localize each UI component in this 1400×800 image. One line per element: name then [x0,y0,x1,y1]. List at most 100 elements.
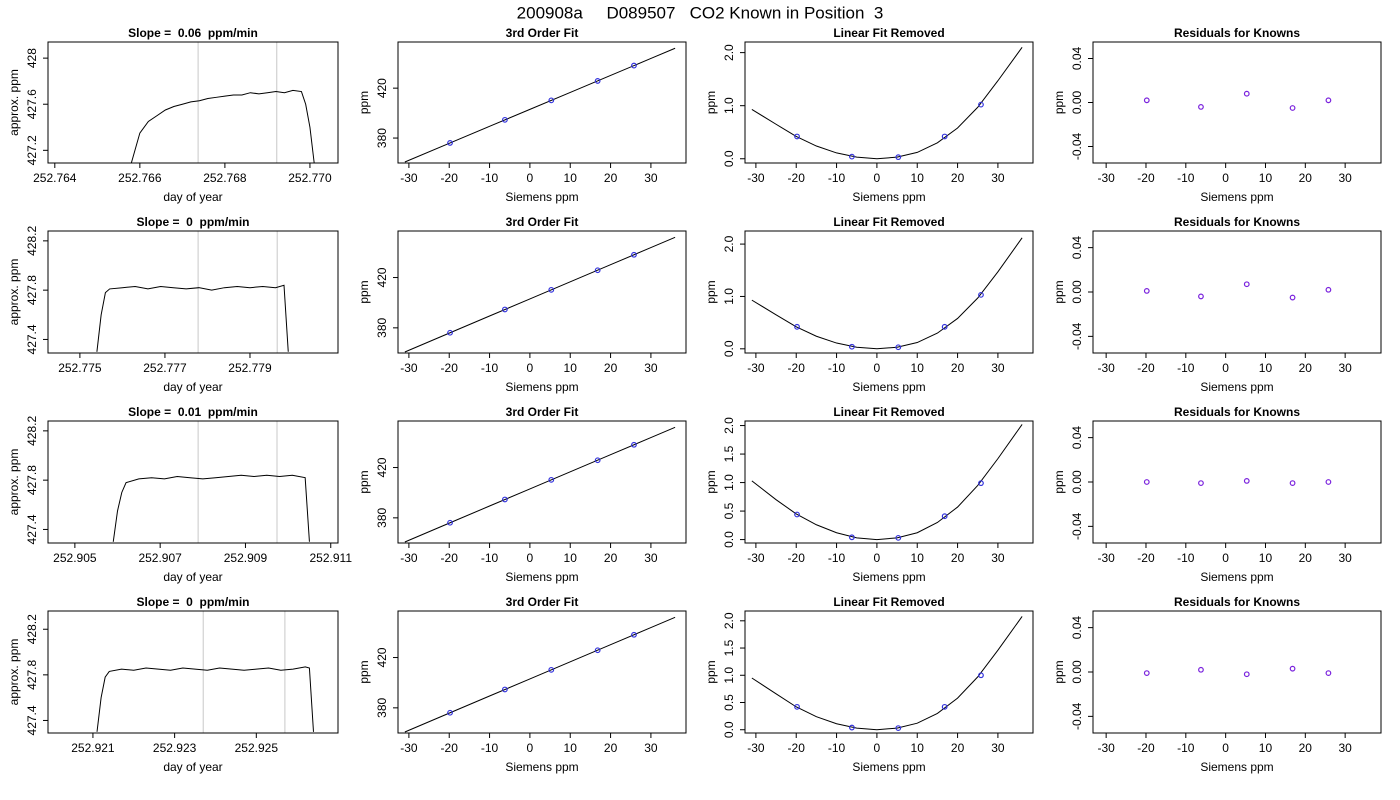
data-point [895,344,902,351]
x-tick-label: 30 [991,741,1005,755]
plot-frame [1092,610,1382,734]
y-tick-label: 380 [375,318,389,338]
panel-title: Residuals for Knowns [1174,595,1300,609]
x-tick-label: -10 [481,551,499,565]
x-tick-label: -20 [788,551,806,565]
y-tick-label: 380 [375,128,389,148]
panel: Slope = 0 ppm/min day of year approx. ppm 2… [7,215,339,394]
panel: Slope = 0.06 ppm/min day of year approx. p… [7,26,339,204]
y-tick-label: 0.04 [1070,426,1084,450]
panel-title: Linear Fit Removed [833,595,944,609]
x-tick-label: -30 [400,361,418,375]
data-point [1289,480,1296,487]
panel: Residuals for Knowns Siemens ppm ppm -30 -20… [1052,595,1382,774]
x-tick-label: 0 [874,741,881,755]
x-tick-label: 10 [911,171,925,185]
y-axis-label: ppm [704,280,718,303]
data-point [978,672,984,679]
data-point [895,725,902,731]
data-point [1325,286,1332,293]
data-point [594,78,601,84]
plot-frame [397,41,687,164]
x-tick-label: 252.777 [143,361,187,375]
y-tick-label: 428.2 [25,226,39,256]
y-tick-label: 0.5 [722,694,736,711]
y-tick-label: 428.2 [25,416,39,446]
panel-title: Slope = 0 ppm/min [136,215,249,229]
data-point [447,519,453,526]
x-tick-label: 10 [1259,551,1273,565]
x-tick-label: 10 [911,551,925,565]
panel: Residuals for Knowns Siemens ppm ppm -30 -20… [1052,405,1382,584]
x-tick-label: -20 [788,741,806,755]
panel-title: 3rd Order Fit [506,215,579,229]
y-tick-label: 1.0 [722,288,736,305]
y-tick-label: 2.0 [722,235,736,252]
data-point [447,709,453,716]
x-tick-label: 0 [1222,171,1229,185]
data-point [1289,665,1296,672]
y-axis-label: ppm [1052,470,1066,493]
panel: 3rd Order Fit Siemens ppm ppm -30 -20 -10 0 10 2… [357,26,687,204]
data-point [631,441,637,448]
x-tick-label: -30 [1097,741,1115,755]
x-axis-label: Siemens ppm [505,760,578,774]
x-tick-label: 252.775 [58,361,102,375]
data-point [548,286,555,293]
y-tick-label: 427.8 [25,465,39,495]
panel: Linear Fit Removed Siemens ppm ppm -30 -20 -1… [704,595,1034,774]
x-tick-label: -30 [1097,551,1115,565]
x-tick-label: 20 [604,551,618,565]
data-point [1243,671,1250,678]
x-tick-label: 30 [1338,361,1352,375]
y-axis-label: approx. ppm [7,449,21,516]
x-axis-label: Siemens ppm [505,380,578,394]
data-point [1143,670,1150,677]
x-tick-label: -30 [747,361,765,375]
panel: Slope = 0 ppm/min day of year approx. ppm 2… [7,595,339,774]
panel-title: Linear Fit Removed [833,26,944,40]
data-point [848,724,855,731]
data-point [1289,105,1296,111]
x-tick-label: 30 [991,551,1005,565]
panel-title: Slope = 0.06 ppm/min [128,26,258,40]
y-axis-label: approx. ppm [7,259,21,326]
panel-title: 3rd Order Fit [506,405,579,419]
x-tick-label: 10 [564,361,578,375]
x-tick-label: 30 [644,171,658,185]
data-line [404,426,676,543]
plot-frame [397,610,687,734]
x-tick-label: 20 [951,361,965,375]
x-axis-label: Siemens ppm [852,380,925,394]
plot-frame [744,230,1034,354]
x-tick-label: 30 [1338,171,1352,185]
x-tick-label: 0 [527,361,534,375]
y-axis-label: approx. ppm [7,69,21,136]
data-point [501,496,508,503]
x-tick-label: -10 [1177,361,1195,375]
y-tick-label: 0.0 [722,340,736,357]
data-point [1198,293,1204,300]
data-line [130,89,315,164]
data-line [112,474,310,542]
panel: Slope = 0.01 ppm/min day of year approx. p… [7,405,352,584]
x-axis-label: day of year [163,760,222,774]
y-axis-label: ppm [357,280,371,303]
data-point [978,480,984,487]
x-tick-label: -20 [788,361,806,375]
y-axis-label: ppm [704,660,718,683]
x-tick-label: -20 [441,171,459,185]
x-tick-label: -30 [400,171,418,185]
panel: 3rd Order Fit Siemens ppm ppm -30 -20 -10 0 10 2… [357,595,687,774]
panel: Linear Fit Removed Siemens ppm ppm -30 -20 -1… [704,26,1034,204]
x-tick-label: 252.766 [118,171,162,185]
x-tick-label: 30 [644,741,658,755]
panel: Linear Fit Removed Siemens ppm ppm -30 -20 -1… [704,405,1034,584]
y-tick-label: -0.04 [1070,133,1084,161]
x-axis-label: Siemens ppm [1200,760,1273,774]
x-axis-label: Siemens ppm [505,570,578,584]
x-tick-label: 10 [564,171,578,185]
data-point [1143,479,1150,485]
x-tick-label: 20 [1299,741,1313,755]
